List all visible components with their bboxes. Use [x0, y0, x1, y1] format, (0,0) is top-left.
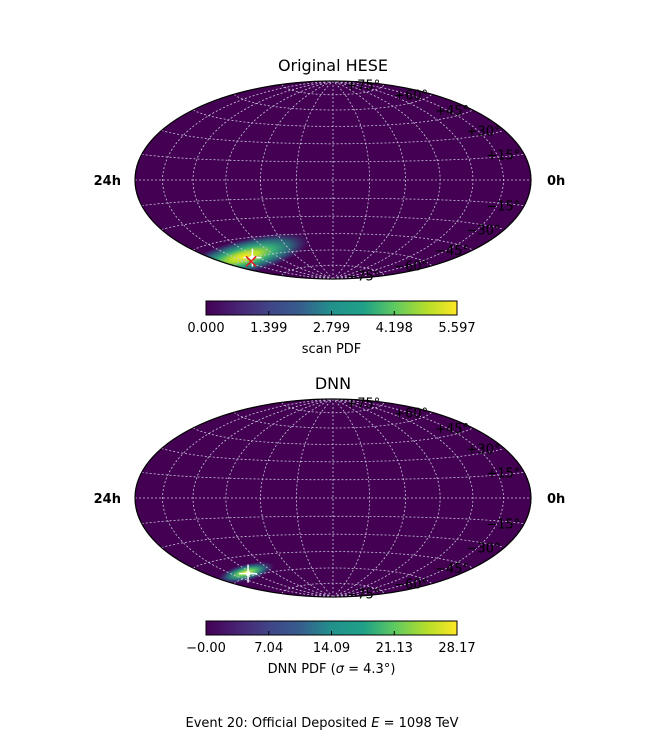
colorbar-tick-label: 2.799 [313, 321, 350, 336]
sky-map-dnn: DNN 24h 0h +75° +60° +45° +30° +15° −15° −30° −45°… [94, 374, 566, 677]
ra-label-right: 0h [547, 174, 565, 189]
ra-label-right: 0h [547, 492, 565, 507]
parallel-line [192, 233, 474, 251]
parallel-line [281, 402, 385, 414]
dec-tick-label: +45° [435, 422, 469, 437]
parallel-line [281, 582, 385, 594]
parallel-line [233, 411, 433, 429]
dec-tick-label: −15° [486, 200, 520, 215]
dec-tick-label: −15° [486, 518, 520, 533]
dec-tick-label: +45° [435, 104, 469, 119]
graticule [135, 81, 531, 279]
parallel-line [192, 551, 474, 569]
dec-tick-label: +15° [486, 148, 520, 163]
colorbar: 0.000 1.399 2.799 4.198 5.597 scan PDF [187, 300, 476, 357]
meridian-line [332, 81, 406, 279]
dec-tick-label: +30° [467, 125, 501, 140]
parallel-line [192, 109, 474, 127]
dec-tick-label: −45° [435, 562, 469, 577]
dec-tick-label: +15° [486, 466, 520, 481]
parallel-line [233, 567, 433, 585]
parallel-line [161, 533, 505, 548]
dec-tick-label: +60° [394, 88, 428, 103]
meridian-line [162, 81, 334, 279]
sky-outline [134, 398, 532, 598]
sky-outline [134, 80, 532, 280]
dec-tick-label: −30° [467, 542, 501, 557]
colorbar-tick-label: 5.597 [438, 321, 475, 336]
colorbar-label: DNN PDF (σ = 4.3°) [268, 662, 396, 677]
parallel-line [192, 427, 474, 445]
parallel-line [161, 448, 505, 463]
meridian-line [332, 81, 370, 279]
meridian-line [260, 399, 334, 597]
dec-tick-label: +30° [467, 443, 501, 458]
sky-map-original-hese: Original HESE 24h 0h +75° +60° +45° +30° +15° −1… [94, 56, 566, 357]
meridian-line [260, 81, 334, 279]
colorbar: −0.00 7.04 14.09 21.13 28.17 DNN PDF (σ = 4.3… [186, 620, 476, 677]
colorbar-tick-label: 28.17 [438, 641, 475, 656]
colorbar-tick-label: 1.399 [250, 321, 287, 336]
panel-title: DNN [315, 374, 351, 393]
colorbar-tick-label: 4.198 [376, 321, 413, 336]
dec-tick-label: −45° [435, 244, 469, 259]
dec-tick-label: −30° [467, 224, 501, 239]
dec-tick-label: +60° [394, 406, 428, 421]
dec-tick-label: +75° [346, 396, 380, 411]
colorbar-tick-label: 7.04 [254, 641, 283, 656]
parallel-line [281, 264, 385, 276]
meridian-line [162, 399, 334, 597]
meridian-line [332, 399, 370, 597]
colorbar-label: scan PDF [302, 342, 362, 357]
ra-label-left: 24h [94, 174, 121, 189]
parallel-line [281, 84, 385, 96]
parallel-line [233, 93, 433, 111]
dec-tick-label: +75° [346, 78, 380, 93]
figure-caption: Event 20: Official Deposited E = 1098 Te… [186, 716, 459, 731]
parallel-line [161, 130, 505, 145]
meridian-line [332, 399, 406, 597]
graticule [135, 399, 531, 597]
dec-tick-label: −60° [394, 578, 428, 593]
ra-label-left: 24h [94, 492, 121, 507]
panel-title: Original HESE [278, 56, 388, 75]
colorbar-tick-label: 21.13 [376, 641, 413, 656]
colorbar-tick-label: 0.000 [187, 321, 224, 336]
parallel-line [161, 215, 505, 230]
dec-tick-label: −75° [346, 588, 380, 603]
dec-tick-label: −60° [394, 260, 428, 275]
colorbar-tick-label: 14.09 [313, 641, 350, 656]
dec-tick-label: −75° [346, 270, 380, 285]
colorbar-tick-label: −0.00 [186, 641, 226, 656]
reco-direction-marker [245, 255, 257, 267]
true-direction-marker [239, 564, 258, 583]
